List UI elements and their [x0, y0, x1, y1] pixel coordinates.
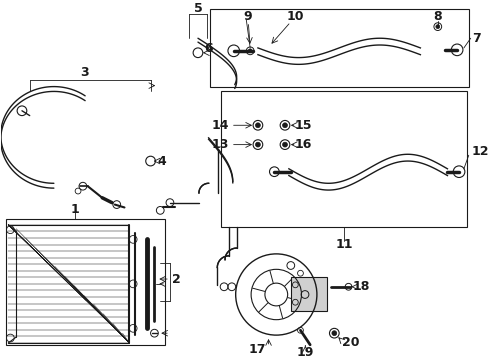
Circle shape — [282, 142, 287, 147]
Text: 18: 18 — [352, 280, 369, 293]
Circle shape — [331, 331, 336, 336]
Circle shape — [435, 25, 439, 28]
Circle shape — [255, 123, 260, 128]
Text: 5: 5 — [193, 2, 202, 15]
Text: 10: 10 — [286, 10, 304, 23]
Text: 3: 3 — [81, 66, 89, 78]
Text: 9: 9 — [243, 10, 251, 23]
Text: 2: 2 — [171, 273, 180, 285]
Bar — [221, 91, 466, 227]
Bar — [5, 219, 165, 345]
Text: 13: 13 — [211, 138, 228, 151]
Text: 12: 12 — [470, 145, 488, 158]
Text: 14: 14 — [211, 119, 228, 132]
Text: 16: 16 — [294, 138, 311, 151]
Text: 11: 11 — [335, 238, 352, 251]
Text: 4: 4 — [157, 154, 166, 167]
Text: 8: 8 — [432, 10, 441, 23]
Text: 6: 6 — [204, 42, 213, 55]
Text: 20: 20 — [341, 336, 359, 349]
Text: 17: 17 — [248, 343, 265, 356]
Text: 1: 1 — [71, 203, 80, 216]
Text: 7: 7 — [470, 32, 479, 45]
Bar — [290, 277, 326, 311]
Bar — [209, 9, 468, 87]
Text: 15: 15 — [294, 119, 311, 132]
Circle shape — [248, 49, 252, 53]
Text: 19: 19 — [296, 346, 313, 359]
Circle shape — [255, 142, 260, 147]
Circle shape — [282, 123, 287, 128]
